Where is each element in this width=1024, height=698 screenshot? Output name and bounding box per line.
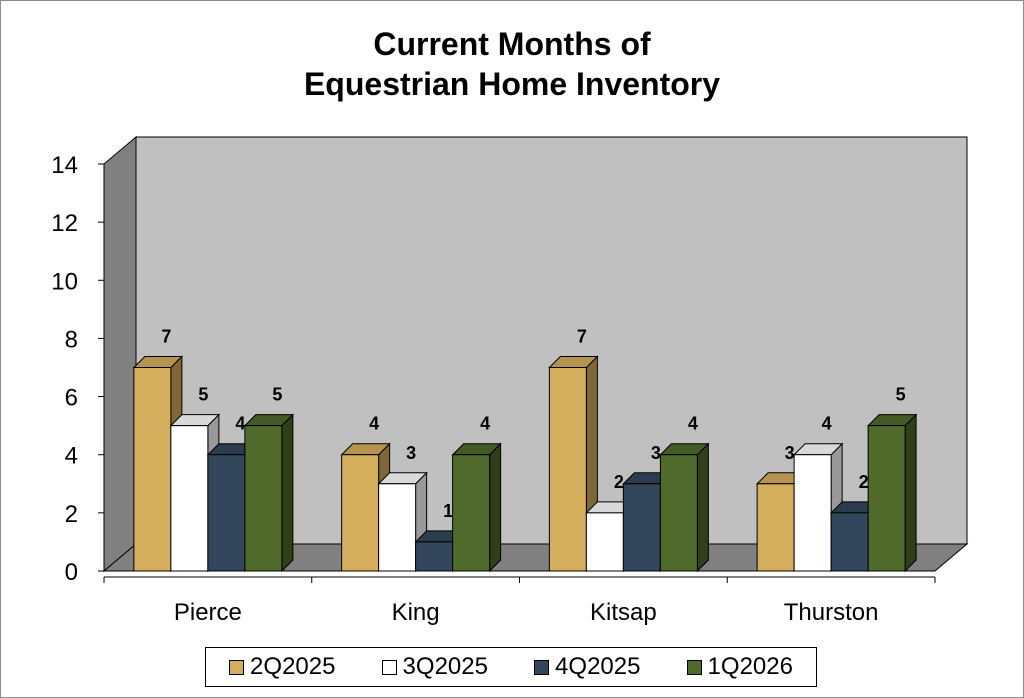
chart-title: Current Months of Equestrian Home Invent…	[0, 24, 1024, 104]
bar	[622, 471, 673, 573]
legend-item: 3Q2025	[381, 653, 488, 681]
data-label: 7	[577, 327, 587, 347]
x-tick-label: Pierce	[174, 599, 242, 626]
chart-title-line-2: Equestrian Home Inventory	[303, 66, 721, 102]
chart-title-line-1: Current Months of	[373, 26, 651, 62]
data-labels-group: 7 5 4 5 4 3 1 4 7 2 3 4 3 4 2 5	[161, 327, 905, 521]
legend-label: 1Q2026	[707, 653, 793, 680]
data-label: 4	[688, 414, 698, 434]
legend-swatch-4q2025	[534, 659, 550, 675]
legend-item: 2Q2025	[229, 653, 335, 681]
data-label: 4	[369, 414, 379, 434]
y-tick-label: 2	[65, 501, 78, 528]
data-label: 4	[480, 414, 490, 434]
x-axis: Pierce King Kitsap Thurston	[103, 576, 936, 626]
data-label: 5	[272, 385, 282, 405]
bar-side	[696, 442, 709, 573]
side-wall	[103, 135, 137, 573]
bar-front	[452, 454, 491, 572]
bar	[866, 413, 918, 573]
bar-front	[830, 512, 869, 572]
bar	[451, 442, 502, 573]
legend: 2Q2025 3Q2025 4Q2025 1Q2026	[205, 647, 817, 687]
data-label: 3	[406, 443, 416, 463]
data-label: 2	[859, 472, 869, 492]
legend-item: 4Q2025	[534, 653, 640, 681]
bar-front	[659, 454, 698, 572]
data-label: 2	[614, 472, 624, 492]
x-tick-label: Thurston	[784, 599, 879, 626]
bar-front	[867, 425, 906, 572]
bars-group	[132, 355, 918, 573]
bar-front	[341, 454, 380, 572]
bar-front	[378, 483, 417, 572]
x-tick-label: King	[392, 599, 440, 626]
bar-side	[904, 413, 917, 573]
bar-front	[548, 367, 587, 572]
y-axis: 0 2 4 6 8 10 12 14	[51, 152, 105, 586]
bar-front	[756, 483, 795, 572]
bar-front	[585, 512, 624, 572]
legend-swatch-2q2025	[229, 659, 245, 675]
legend-label: 4Q2025	[555, 653, 641, 680]
y-tick-label: 14	[51, 152, 78, 179]
bar-front	[793, 454, 832, 572]
bar	[243, 413, 295, 573]
bar	[659, 442, 710, 573]
x-tick-label: Kitsap	[590, 599, 657, 626]
bar-front	[170, 425, 209, 572]
legend-swatch-3q2025	[381, 659, 397, 675]
legend-swatch-1q2026	[686, 659, 702, 675]
data-label: 5	[198, 385, 208, 405]
bar-front	[622, 483, 661, 572]
bar-side	[489, 442, 502, 573]
data-label: 4	[822, 414, 832, 434]
data-label: 1	[443, 501, 453, 521]
y-tick-label: 4	[65, 443, 78, 470]
y-tick-label: 0	[65, 559, 78, 586]
y-tick-label: 6	[65, 385, 78, 412]
bar	[340, 442, 391, 573]
bar-front	[133, 367, 172, 572]
data-label: 7	[161, 327, 171, 347]
bar-side	[281, 413, 294, 573]
legend-label: 3Q2025	[402, 653, 488, 680]
bar-front	[244, 425, 283, 572]
legend-label: 2Q2025	[250, 653, 336, 680]
chart-walls	[102, 135, 969, 573]
data-label: 5	[896, 385, 906, 405]
y-tick-label: 10	[51, 268, 78, 295]
data-label: 3	[651, 443, 661, 463]
bar-front	[415, 541, 454, 572]
y-tick-label: 12	[51, 210, 78, 237]
legend-item: 1Q2026	[686, 653, 793, 681]
y-tick-label: 8	[65, 326, 78, 353]
data-label: 3	[785, 443, 795, 463]
data-label: 4	[235, 414, 245, 434]
bar-front	[207, 454, 246, 572]
